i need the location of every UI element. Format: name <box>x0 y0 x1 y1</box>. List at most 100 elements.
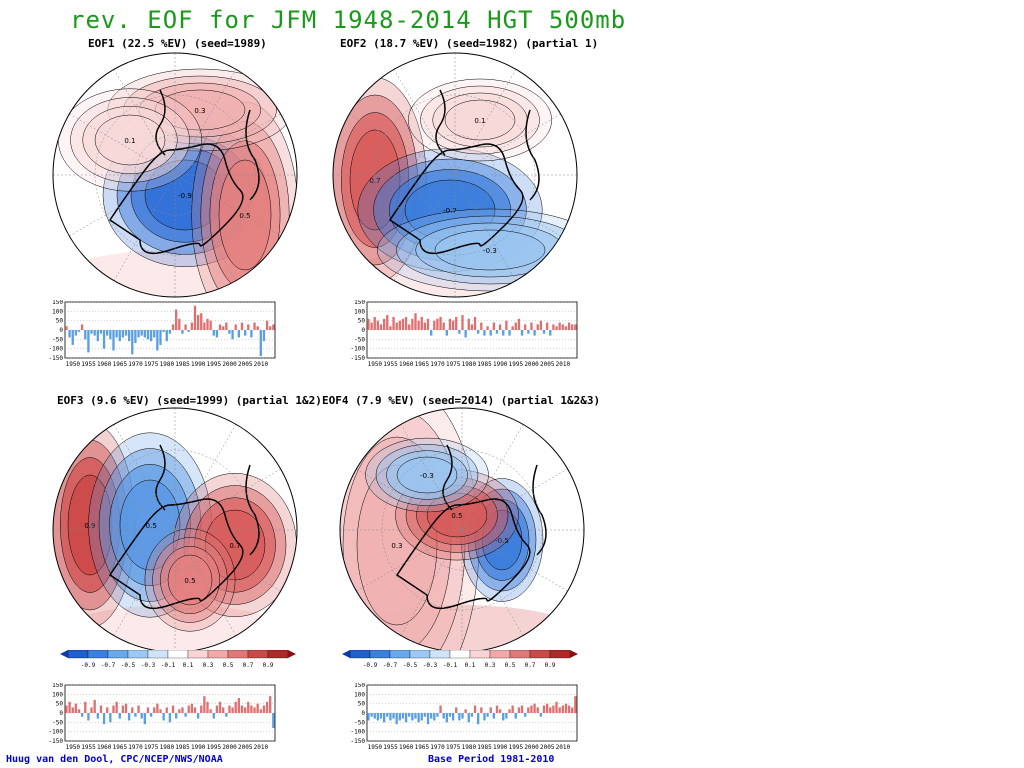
pc-bar <box>262 330 266 342</box>
y-tick-label: 150 <box>354 300 365 306</box>
pc-bar <box>464 330 467 338</box>
pc-bar <box>200 705 203 713</box>
pc-bar <box>536 707 539 713</box>
lat-lon-grid <box>340 408 584 652</box>
pc-bar <box>262 705 266 713</box>
y-tick-label: 100 <box>52 691 63 698</box>
y-tick-label: -150 <box>351 355 366 362</box>
colorbar-label: 0.3 <box>485 662 496 669</box>
pc-bar <box>552 705 555 713</box>
pc-bar <box>215 705 219 713</box>
pc-bar <box>181 330 184 334</box>
pc-bar <box>483 713 486 721</box>
colorbar-segment <box>449 650 471 659</box>
pc-bar <box>429 713 433 719</box>
pc-bar <box>411 318 414 330</box>
panel-title-eof3: EOF3 (9.6 %EV) (seed=1999) (partial 1&2) <box>57 394 322 407</box>
pc-bar <box>184 713 187 717</box>
colorbar-label: 0.9 <box>545 662 556 669</box>
pc-bar <box>511 705 514 713</box>
pc-bar <box>470 324 474 330</box>
colorbar-label: 0.3 <box>203 662 214 669</box>
y-tick-label: 50 <box>56 701 64 708</box>
colorbar-segment <box>247 650 269 659</box>
x-tick-label: 2005 <box>540 361 555 368</box>
pc-bar <box>143 713 146 725</box>
pc-bar <box>495 705 499 713</box>
pc-bar <box>109 330 112 340</box>
pc-bar <box>404 713 408 723</box>
colorbar-segment <box>167 650 189 659</box>
pc-bar <box>156 703 159 713</box>
pc-bar <box>451 713 455 721</box>
pc-bar <box>414 713 417 719</box>
pc-bar <box>445 713 448 723</box>
pc-bar <box>367 713 370 721</box>
pc-bar <box>84 330 87 340</box>
pc-bar <box>555 326 558 330</box>
pc-bar <box>250 705 253 713</box>
pc-bar <box>517 318 521 330</box>
pc-bar <box>439 316 442 330</box>
pc-bar <box>168 713 172 723</box>
panel-title-eof2: EOF2 (18.7 %EV) (seed=1982) (partial 1) <box>340 37 599 50</box>
pc-bar <box>483 330 486 336</box>
pc-bar <box>382 318 386 330</box>
pc-bar <box>137 330 140 338</box>
pc-bar <box>420 316 423 330</box>
pc-bar <box>74 330 78 336</box>
pc-bar <box>193 305 197 330</box>
footer-base-period: Base Period 1981-2010 <box>428 754 555 765</box>
pc-bar <box>420 713 423 721</box>
colorbar-label: -0.1 <box>161 662 176 669</box>
pc-bar <box>93 699 96 713</box>
pc-bar <box>212 713 215 719</box>
pc-bar <box>495 330 499 334</box>
pc-bar <box>102 713 106 725</box>
pc-bar <box>502 713 505 721</box>
pc-bar <box>168 330 172 334</box>
pc-bar <box>193 707 197 713</box>
contour-label: -0.5 <box>143 522 157 530</box>
pc-bar <box>256 326 259 330</box>
x-tick-label: 1995 <box>509 744 524 751</box>
pc-bar <box>448 318 452 330</box>
contour-label: 0.3 <box>391 542 402 550</box>
pc-bar <box>455 316 458 330</box>
colorbar-label: -0.9 <box>81 662 96 669</box>
x-tick-label: 1995 <box>207 744 222 751</box>
pc-bar <box>90 707 93 713</box>
pc-bar <box>243 707 247 713</box>
pc-bar <box>178 709 181 713</box>
pc-bar <box>533 330 536 336</box>
y-tick-label: 0 <box>59 710 63 717</box>
pc-bar <box>124 330 128 336</box>
pc-bar <box>190 322 194 330</box>
x-tick-label: 1990 <box>191 744 206 751</box>
pc-bar <box>527 330 530 334</box>
pc-bar <box>68 701 71 713</box>
x-tick-label: 2010 <box>556 744 571 751</box>
x-tick-label: 1970 <box>430 744 445 751</box>
pc-bar <box>514 713 517 719</box>
pc-bar <box>542 705 546 713</box>
pc-bar <box>442 713 445 719</box>
colorbar-segment <box>549 650 571 659</box>
pc-bar <box>190 703 194 713</box>
pc-bar <box>102 330 106 349</box>
pc-bar <box>395 713 398 725</box>
y-tick-label: -50 <box>52 336 63 343</box>
x-tick-label: 1950 <box>368 361 383 368</box>
pc-bar <box>386 713 389 717</box>
pc-bar <box>376 320 380 330</box>
pc-bar <box>558 322 561 330</box>
pc-bar <box>511 326 514 330</box>
pc-bar <box>467 318 470 330</box>
pc-bar <box>109 713 112 723</box>
pc-bar <box>461 713 464 719</box>
y-tick-label: 0 <box>361 710 365 717</box>
pc-bar <box>259 709 262 713</box>
pc-bar <box>243 330 247 336</box>
y-tick-label: 100 <box>52 308 63 315</box>
pc-bar <box>370 713 373 717</box>
